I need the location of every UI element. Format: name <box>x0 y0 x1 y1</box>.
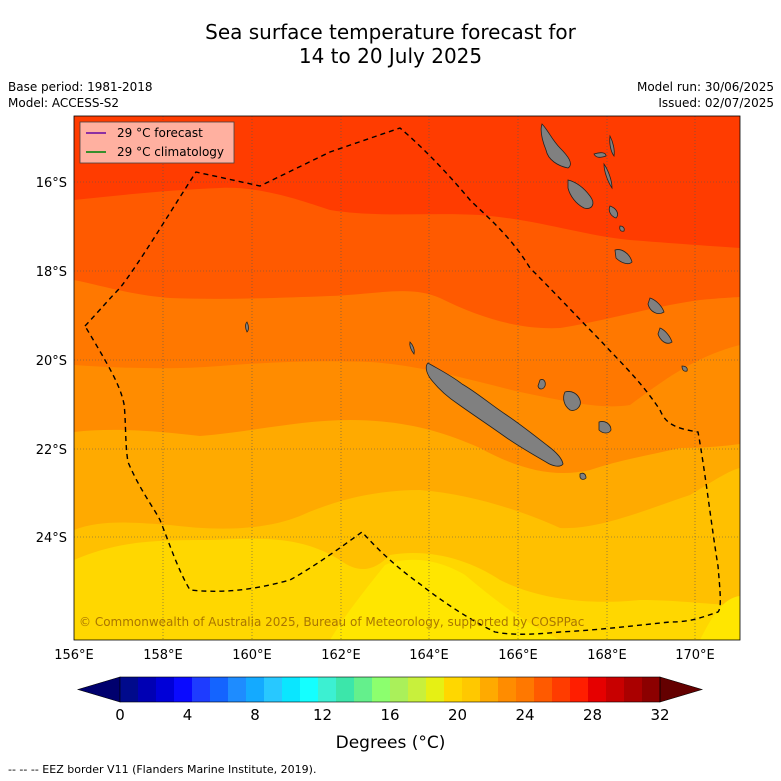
lat-tick-24s: 24°S <box>36 531 67 546</box>
chesterfield-islet <box>245 321 249 333</box>
lat-tick-16s: 16°S <box>36 176 67 191</box>
map-title-line1: Sea surface temperature forecast for <box>205 20 576 44</box>
colorbar-segment <box>228 677 247 702</box>
colorbar-segment <box>408 677 427 702</box>
shepherd-islands <box>619 225 625 232</box>
colorbar-segment <box>624 677 643 702</box>
colorbar-segment <box>138 677 157 702</box>
loyalty-maré <box>563 391 581 411</box>
colorbar <box>76 676 704 703</box>
maewo <box>609 134 615 157</box>
land-masses <box>245 123 688 480</box>
loyalty-lifou <box>598 421 612 434</box>
colorbar-segment <box>372 677 391 702</box>
colorbar-segment <box>390 677 409 702</box>
colorbar-segment <box>120 677 139 702</box>
lat-axis: 16°S 18°S 20°S 22°S 24°S <box>36 176 67 546</box>
legend-forecast-label: 29 °C forecast <box>117 126 203 140</box>
lat-tick-22s: 22°S <box>36 443 67 458</box>
erromango <box>647 297 665 314</box>
malekula <box>567 179 594 209</box>
colorbar-segment <box>462 677 481 702</box>
graticule <box>74 116 740 640</box>
colorbar-segment <box>318 677 337 702</box>
colorbar-segment <box>606 677 625 702</box>
model-text: Model: ACCESS-S2 <box>8 96 120 110</box>
colorbar-segment <box>210 677 229 702</box>
ambae <box>593 152 607 158</box>
aneityum <box>681 365 688 372</box>
colorbar-segment <box>588 677 607 702</box>
issued-text: Issued: 02/07/2025 <box>658 96 774 110</box>
efate <box>614 249 633 265</box>
colorbar-segment <box>246 677 265 702</box>
colorbar-segment <box>552 677 571 702</box>
colorbar-frame <box>119 676 661 703</box>
lon-tick-158e: 158°E <box>143 648 183 663</box>
colorbar-over-triangle <box>659 676 704 703</box>
map-title-line2: 14 to 20 July 2025 <box>298 44 483 68</box>
colorbar-label: Degrees (°C) <box>335 733 446 753</box>
lat-tick-18s: 18°S <box>36 265 67 280</box>
colorbar-tick-label: 24 <box>515 706 534 724</box>
lon-tick-168e: 168°E <box>587 648 627 663</box>
colorbar-segment <box>282 677 301 702</box>
model-run-text: Model run: 30/06/2025 <box>636 80 774 94</box>
colorbar-segment <box>354 677 373 702</box>
band-21-22-east <box>700 596 740 640</box>
colorbar-segment <box>174 677 193 702</box>
lon-tick-166e: 166°E <box>498 648 538 663</box>
colorbar-ticks: 0 4 8 12 16 20 24 28 32 <box>115 706 669 724</box>
colorbar-segment <box>264 677 283 702</box>
colorbar-under-triangle <box>76 676 121 703</box>
colorbar-segment <box>300 677 319 702</box>
belep <box>409 341 415 355</box>
legend-climatology-label: 29 °C climatology <box>117 145 224 159</box>
colorbar-segment <box>498 677 517 702</box>
legend-box <box>79 121 235 164</box>
new-caledonia <box>425 362 564 467</box>
lon-tick-160e: 160°E <box>232 648 272 663</box>
colorbar-tick-label: 4 <box>183 706 193 724</box>
lon-tick-156e: 156°E <box>54 648 94 663</box>
colorbar-segment <box>336 677 355 702</box>
espiritu-santo <box>540 123 571 169</box>
lon-tick-162e: 162°E <box>321 648 361 663</box>
epi <box>608 205 618 219</box>
lon-axis: 156°E 158°E 160°E 162°E 164°E 166°E 168°… <box>54 648 715 663</box>
colorbar-tick-label: 0 <box>115 706 125 724</box>
map-frame <box>73 115 741 641</box>
colorbar-tick-label: 12 <box>313 706 332 724</box>
colorbar-segment <box>444 677 463 702</box>
colorbar-tick-label: 8 <box>250 706 260 724</box>
colorbar-segment <box>480 677 499 702</box>
base-period-text: Base period: 1981-2018 <box>8 80 153 94</box>
colorbar-segment <box>642 677 661 702</box>
colorbar-segment <box>156 677 175 702</box>
colorbar-segment <box>192 677 211 702</box>
eez-border <box>84 127 721 635</box>
band-21-22 <box>330 559 560 640</box>
colorbar-segment <box>516 677 535 702</box>
colorbar-segment <box>426 677 445 702</box>
eez-footnote: -- -- -- EEZ border V11 (Flanders Marine… <box>8 763 317 776</box>
tanna <box>657 327 673 344</box>
lon-tick-164e: 164°E <box>409 648 449 663</box>
pentecost <box>603 162 613 190</box>
colorbar-segment <box>570 677 589 702</box>
colorbar-tick-label: 28 <box>583 706 602 724</box>
lon-tick-170e: 170°E <box>675 648 715 663</box>
copyright-text: © Commonwealth of Australia 2025, Bureau… <box>79 615 584 629</box>
lat-tick-20s: 20°S <box>36 354 67 369</box>
colorbar-tick-label: 16 <box>380 706 399 724</box>
colorbar-tick-label: 20 <box>448 706 467 724</box>
sst-contour-fill <box>74 116 740 640</box>
colorbar-segment <box>534 677 553 702</box>
colorbar-tick-label: 32 <box>650 706 669 724</box>
legend: 29 °C forecast 29 °C climatology <box>79 121 235 164</box>
isle-of-pines <box>579 472 587 480</box>
loyalty-ouvea <box>537 379 546 390</box>
